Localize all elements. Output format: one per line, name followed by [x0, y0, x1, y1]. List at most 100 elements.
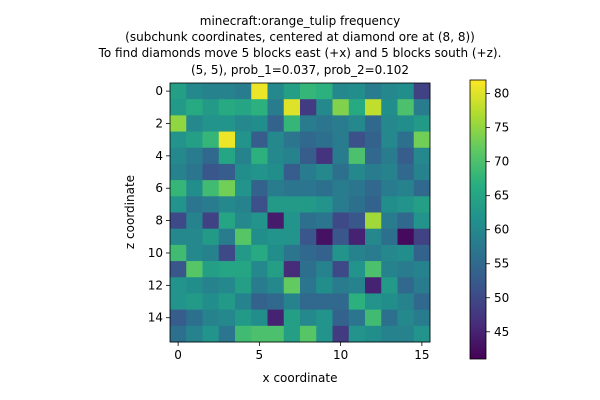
heatmap-cell — [235, 261, 252, 278]
heatmap-cell — [235, 180, 252, 197]
heatmap-cell — [267, 261, 285, 278]
heatmap-cell — [267, 293, 285, 311]
title-line-2: (subchunk coordinates, centered at diamo… — [125, 30, 475, 44]
heatmap-cell — [300, 309, 317, 327]
heatmap-cell — [202, 212, 220, 230]
heatmap-cell — [202, 115, 220, 132]
heatmap-cell — [300, 163, 317, 181]
heatmap-cell — [170, 115, 187, 132]
heatmap-cell — [348, 212, 366, 230]
heatmap-cell — [413, 99, 431, 116]
heatmap-cell — [186, 212, 203, 230]
heatmap-cell — [170, 83, 187, 100]
heatmap-cell — [300, 115, 317, 132]
x-tick-label: 0 — [174, 348, 182, 362]
heatmap-cell — [316, 244, 333, 262]
y-axis-label: z coordinate — [123, 175, 137, 249]
heatmap-cell — [365, 196, 382, 213]
heatmap-cell — [170, 261, 187, 278]
x-axis-ticks: 0 5 10 15 — [174, 342, 430, 362]
heatmap-cell — [365, 309, 382, 327]
heatmap-cell — [267, 147, 285, 165]
heatmap-cell — [316, 147, 333, 165]
heatmap-cell — [170, 99, 187, 116]
heatmap-cell — [300, 277, 317, 294]
heatmap-cell — [365, 131, 382, 149]
heatmap-cell — [235, 309, 252, 327]
heatmap-cell — [202, 163, 220, 181]
heatmap-cell — [348, 293, 366, 311]
heatmap-cell — [267, 212, 285, 230]
heatmap-cell — [413, 293, 431, 311]
heatmap-cell — [251, 293, 268, 311]
colorbar-tick-label: 55 — [494, 257, 509, 271]
heatmap-cell — [332, 244, 350, 262]
heatmap-cell — [397, 99, 415, 116]
heatmap-cell — [413, 261, 431, 278]
heatmap-cell — [267, 180, 285, 197]
heatmap-cell — [186, 115, 203, 132]
heatmap-cell — [202, 147, 220, 165]
heatmap-cell — [283, 293, 301, 311]
heatmap-cell — [251, 325, 268, 343]
heatmap-cell — [202, 196, 220, 213]
heatmap-cell — [218, 277, 236, 294]
heatmap-cell — [251, 261, 268, 278]
heatmap-cell — [397, 277, 415, 294]
heatmap-cell — [332, 147, 350, 165]
heatmap-cell — [283, 309, 301, 327]
heatmap-cell — [283, 244, 301, 262]
heatmap-cell — [332, 131, 350, 149]
heatmap-cell — [300, 131, 317, 149]
heatmap-cell — [170, 212, 187, 230]
heatmap-cell — [170, 309, 187, 327]
heatmap-cell — [235, 147, 252, 165]
heatmap-cell — [348, 163, 366, 181]
heatmap-cell — [170, 277, 187, 294]
heatmap-cell — [365, 180, 382, 197]
heatmap-cell — [397, 180, 415, 197]
heatmap-cell — [170, 163, 187, 181]
heatmap-cell — [397, 212, 415, 230]
heatmap-cell — [283, 261, 301, 278]
heatmap-cell — [267, 83, 285, 100]
heatmap-cell — [267, 325, 285, 343]
heatmap-cell — [283, 325, 301, 343]
heatmap-cell — [316, 277, 333, 294]
colorbar-tick-label: 60 — [494, 223, 509, 237]
heatmap-cell — [381, 163, 398, 181]
heatmap-cell — [186, 180, 203, 197]
heatmap-cell — [251, 309, 268, 327]
heatmap-cell — [218, 115, 236, 132]
heatmap-cell — [316, 309, 333, 327]
heatmap-cell — [300, 293, 317, 311]
heatmap-cell — [316, 228, 333, 246]
heatmap-cell — [397, 309, 415, 327]
heatmap-cell — [381, 293, 398, 311]
heatmap-cell — [300, 325, 317, 343]
heatmap-cell — [186, 163, 203, 181]
colorbar-tick-label: 80 — [494, 87, 509, 101]
heatmap-cell — [251, 277, 268, 294]
y-tick-label: 12 — [148, 278, 163, 292]
heatmap-cell — [235, 228, 252, 246]
colorbar — [469, 79, 487, 360]
heatmap-cell — [300, 180, 317, 197]
heatmap-cell — [283, 99, 301, 116]
heatmap-cell — [170, 293, 187, 311]
heatmap-cell — [202, 309, 220, 327]
heatmap-cell — [235, 83, 252, 100]
heatmap-cell — [283, 180, 301, 197]
heatmap-cell — [267, 196, 285, 213]
heatmap-cell — [397, 244, 415, 262]
heatmap-cell — [332, 196, 350, 213]
heatmap-cell — [283, 131, 301, 149]
heatmap-cell — [267, 115, 285, 132]
heatmap-cell — [381, 180, 398, 197]
heatmap-cell — [365, 115, 382, 132]
x-tick-label: 5 — [256, 348, 264, 362]
heatmap-cell — [413, 244, 431, 262]
heatmap-cell — [365, 244, 382, 262]
heatmap-cell — [316, 261, 333, 278]
